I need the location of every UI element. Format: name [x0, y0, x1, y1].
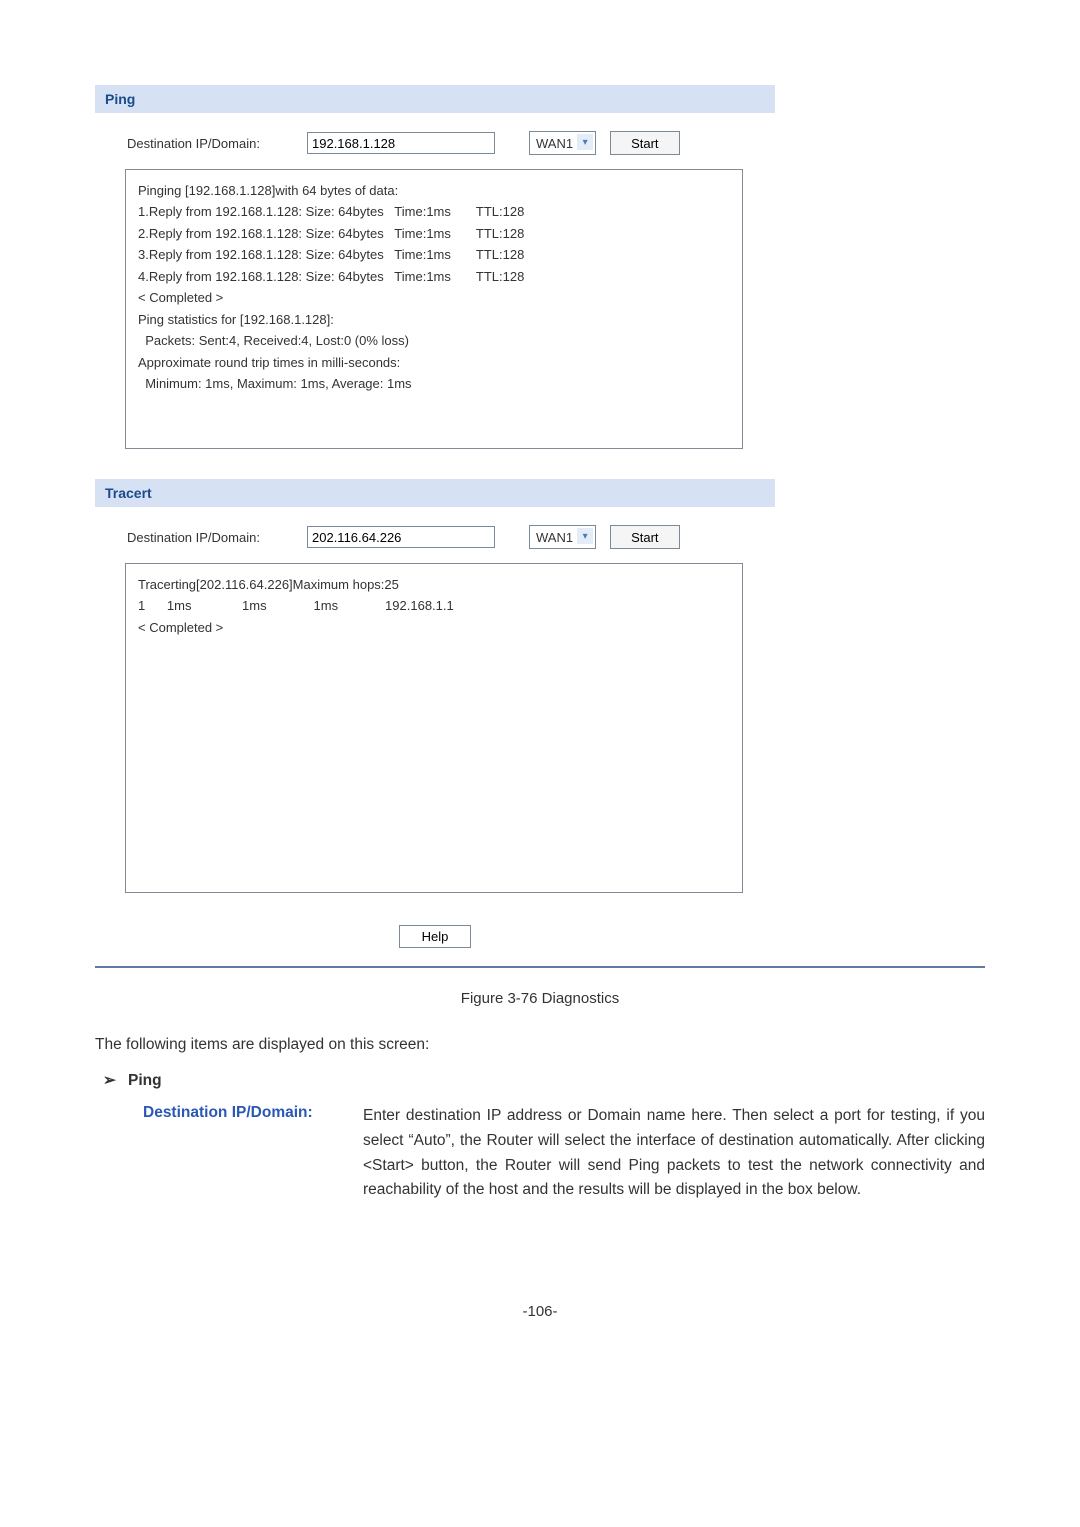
ping-panel: Ping Destination IP/Domain: WAN1 ▾ Start… [95, 85, 775, 449]
help-row: Help [95, 923, 775, 966]
ping-bullet: ➢ Ping [103, 1071, 985, 1090]
chevron-down-icon: ▾ [577, 134, 593, 150]
ping-destination-input[interactable] [307, 132, 495, 154]
tracert-destination-label: Destination IP/Domain: [127, 530, 299, 545]
chevron-down-icon: ▾ [577, 528, 593, 544]
tracert-destination-row: Destination IP/Domain: WAN1 ▾ Start [95, 507, 775, 563]
intro-text: The following items are displayed on thi… [95, 1033, 985, 1057]
ping-destination-label: Destination IP/Domain: [127, 136, 299, 151]
ping-section-header: Ping [95, 85, 775, 113]
definition-description: Enter destination IP address or Domain n… [363, 1104, 985, 1203]
definition-term: Destination IP/Domain: [143, 1104, 363, 1203]
tracert-panel: Tracert Destination IP/Domain: WAN1 ▾ St… [95, 479, 775, 966]
tracert-wan-select[interactable]: WAN1 ▾ [529, 525, 596, 549]
ping-start-button[interactable]: Start [610, 131, 679, 155]
tracert-wan-selected-value: WAN1 [536, 530, 573, 545]
ping-wan-selected-value: WAN1 [536, 136, 573, 151]
tracert-destination-input[interactable] [307, 526, 495, 548]
tracert-section-header: Tracert [95, 479, 775, 507]
page-number: -106- [95, 1303, 985, 1320]
figure-caption: Figure 3-76 Diagnostics [95, 990, 985, 1007]
divider [95, 966, 985, 968]
definition-row: Destination IP/Domain: Enter destination… [143, 1104, 985, 1203]
ping-wan-select[interactable]: WAN1 ▾ [529, 131, 596, 155]
ping-bullet-label: Ping [128, 1072, 162, 1089]
tracert-start-button[interactable]: Start [610, 525, 679, 549]
help-button[interactable]: Help [399, 925, 472, 948]
bullet-icon: ➢ [103, 1071, 116, 1090]
tracert-output-box: Tracerting[202.116.64.226]Maximum hops:2… [125, 563, 743, 893]
ping-output-box: Pinging [192.168.1.128]with 64 bytes of … [125, 169, 743, 449]
ping-destination-row: Destination IP/Domain: WAN1 ▾ Start [95, 113, 775, 169]
